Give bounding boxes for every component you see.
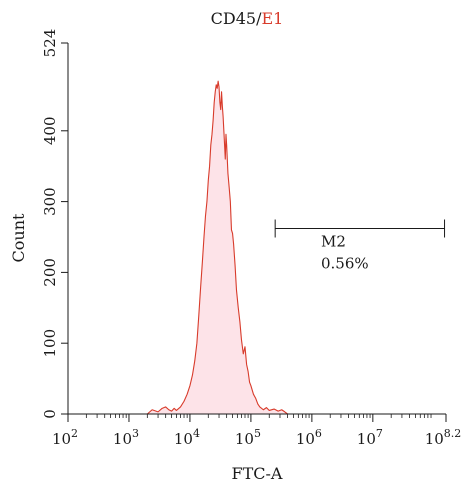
x-tick-label-4: 106 (296, 427, 322, 448)
y-tick-label-2: 200 (41, 258, 59, 287)
axes: 0 100 200 300 400 524 102 103 104 105 106 107 108.2 (41, 29, 461, 448)
gate-label-0: M2 (321, 233, 346, 251)
annotation-layer: M2 0.56% (274, 219, 446, 273)
y-axis-label: Count (9, 213, 28, 262)
x-tick-label-2: 104 (174, 427, 200, 448)
plot-area (146, 80, 288, 415)
histogram-line-0 (146, 80, 288, 415)
y-tick-label-4: 400 (41, 116, 59, 145)
y-tick-label-0: 0 (41, 409, 59, 419)
x-tick-label-6: 108.2 (425, 427, 462, 448)
y-tick-label-3: 300 (41, 187, 59, 216)
x-tick-label-3: 105 (235, 427, 261, 448)
y-tick-label-1: 100 (41, 329, 59, 358)
gate-percent-0: 0.56% (321, 255, 369, 273)
title-part-cd45: CD45/ (211, 9, 262, 28)
x-axis-label: FTC-A (232, 464, 283, 483)
x-tick-label-5: 107 (357, 427, 383, 448)
title-part-e1: E1 (261, 9, 283, 28)
x-tick-label-0: 102 (52, 427, 78, 448)
y-tick-label-5: 524 (41, 29, 59, 58)
histogram-fill-0 (147, 81, 288, 414)
x-tick-label-1: 103 (113, 427, 139, 448)
chart-title: CD45/E1 (211, 9, 284, 28)
